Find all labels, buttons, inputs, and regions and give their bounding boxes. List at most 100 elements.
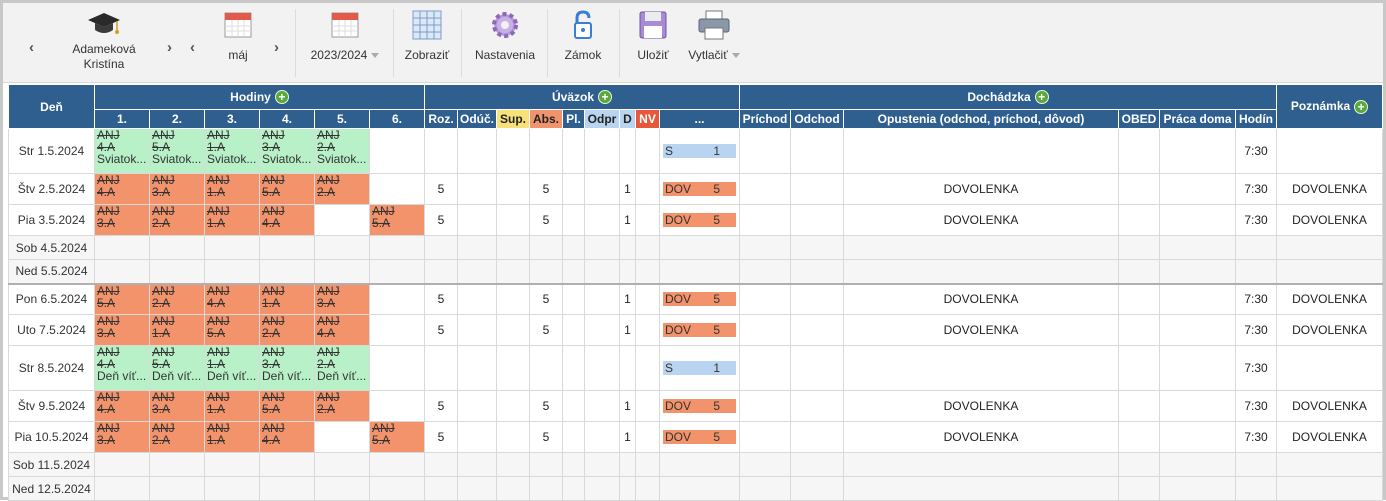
sup-cell[interactable] (496, 282, 530, 315)
pl-cell[interactable] (562, 345, 585, 391)
lesson-cell[interactable]: ANJ 4.A (94, 390, 150, 422)
d-cell[interactable]: 1 (619, 421, 636, 453)
lesson-cell[interactable] (369, 282, 425, 315)
abs-cell[interactable] (529, 128, 563, 174)
lesson-cell[interactable]: ANJ 4.A (94, 173, 150, 205)
opustenia-cell[interactable]: DOVOLENKA (843, 390, 1119, 422)
absence-type-cell[interactable]: DOV 5 (659, 173, 740, 205)
odchod-cell[interactable] (790, 204, 844, 236)
praca-doma-cell[interactable] (1159, 452, 1236, 477)
zobrazit-button[interactable]: Zobraziť (399, 9, 455, 63)
lesson-cell[interactable]: ANJ 1.A (259, 282, 315, 315)
lesson-cell[interactable] (149, 452, 205, 477)
poznamka-cell[interactable] (1276, 345, 1383, 391)
poznamka-cell[interactable] (1276, 235, 1383, 260)
prev-month-arrow[interactable]: ‹ (190, 39, 195, 56)
odchod-cell[interactable] (790, 259, 844, 284)
odpr-cell[interactable] (584, 452, 620, 477)
odchod-cell[interactable] (790, 345, 844, 391)
add-hodiny-icon[interactable]: + (274, 90, 289, 105)
hodin-cell[interactable]: 7:30 (1235, 282, 1277, 315)
hodin-cell[interactable] (1235, 452, 1277, 477)
d-cell[interactable]: 1 (619, 204, 636, 236)
lesson-cell[interactable] (314, 421, 370, 453)
obed-cell[interactable] (1118, 345, 1160, 391)
opustenia-cell[interactable] (843, 345, 1119, 391)
praca-doma-cell[interactable] (1159, 345, 1236, 391)
prichod-cell[interactable] (739, 128, 791, 174)
lesson-cell[interactable]: ANJ 1.A (204, 390, 260, 422)
lesson-cell[interactable]: ANJ 2.A (314, 390, 370, 422)
obed-cell[interactable] (1118, 128, 1160, 174)
obed-cell[interactable] (1118, 204, 1160, 236)
pl-cell[interactable] (562, 452, 585, 477)
hodin-cell[interactable] (1235, 235, 1277, 260)
nv-cell[interactable] (635, 314, 660, 346)
add-dochadzka-icon[interactable]: + (1034, 90, 1049, 105)
lesson-cell[interactable] (369, 128, 425, 174)
d-cell[interactable]: 1 (619, 314, 636, 346)
lesson-cell[interactable]: ANJ 2.A (259, 314, 315, 346)
oduc-cell[interactable] (457, 390, 497, 422)
hodin-cell[interactable]: 7:30 (1235, 390, 1277, 422)
absence-type-cell[interactable]: DOV 5 (659, 421, 740, 453)
roz-cell[interactable]: 5 (424, 421, 458, 453)
absence-type-cell[interactable] (659, 259, 740, 284)
d-cell[interactable] (619, 345, 636, 391)
lesson-cell[interactable]: ANJ 1.A (149, 314, 205, 346)
d-cell[interactable]: 1 (619, 390, 636, 422)
absence-type-cell[interactable]: DOV 5 (659, 314, 740, 346)
odchod-cell[interactable] (790, 476, 844, 501)
obed-cell[interactable] (1118, 282, 1160, 315)
roz-cell[interactable] (424, 259, 458, 284)
oduc-cell[interactable] (457, 173, 497, 205)
lesson-cell[interactable] (369, 235, 425, 260)
lesson-cell[interactable] (369, 390, 425, 422)
lesson-cell[interactable]: ANJ 5.A Sviatok... (149, 128, 205, 174)
nv-cell[interactable] (635, 421, 660, 453)
lesson-cell[interactable]: ANJ 3.A Sviatok... (259, 128, 315, 174)
lesson-cell[interactable] (94, 259, 150, 284)
lesson-cell[interactable] (259, 235, 315, 260)
absence-type-cell[interactable] (659, 235, 740, 260)
praca-doma-cell[interactable] (1159, 421, 1236, 453)
praca-doma-cell[interactable] (1159, 476, 1236, 501)
oduc-cell[interactable] (457, 259, 497, 284)
roz-cell[interactable]: 5 (424, 390, 458, 422)
lesson-cell[interactable]: ANJ 2.A (149, 421, 205, 453)
absence-type-cell[interactable] (659, 476, 740, 501)
poznamka-cell[interactable] (1276, 476, 1383, 501)
lesson-cell[interactable]: ANJ 5.A Deň víť... (149, 345, 205, 391)
year-selector[interactable]: 2023/2024 (305, 9, 385, 63)
abs-cell[interactable]: 5 (529, 282, 563, 315)
prichod-cell[interactable] (739, 390, 791, 422)
odchod-cell[interactable] (790, 421, 844, 453)
prichod-cell[interactable] (739, 476, 791, 501)
pl-cell[interactable] (562, 128, 585, 174)
d-cell[interactable] (619, 128, 636, 174)
lesson-cell[interactable] (204, 235, 260, 260)
lesson-cell[interactable]: ANJ 3.A (314, 282, 370, 315)
praca-doma-cell[interactable] (1159, 390, 1236, 422)
hodin-cell[interactable]: 7:30 (1235, 128, 1277, 174)
next-person-arrow[interactable]: › (167, 39, 172, 56)
pl-cell[interactable] (562, 235, 585, 260)
lesson-cell[interactable] (204, 259, 260, 284)
odchod-cell[interactable] (790, 452, 844, 477)
lesson-cell[interactable] (369, 476, 425, 501)
lesson-cell[interactable] (314, 235, 370, 260)
sup-cell[interactable] (496, 128, 530, 174)
odpr-cell[interactable] (584, 235, 620, 260)
oduc-cell[interactable] (457, 282, 497, 315)
odpr-cell[interactable] (584, 390, 620, 422)
sup-cell[interactable] (496, 259, 530, 284)
oduc-cell[interactable] (457, 204, 497, 236)
odpr-cell[interactable] (584, 204, 620, 236)
praca-doma-cell[interactable] (1159, 235, 1236, 260)
nv-cell[interactable] (635, 282, 660, 315)
odchod-cell[interactable] (790, 390, 844, 422)
lesson-cell[interactable] (149, 476, 205, 501)
opustenia-cell[interactable]: DOVOLENKA (843, 282, 1119, 315)
hodin-cell[interactable] (1235, 476, 1277, 501)
poznamka-cell[interactable]: DOVOLENKA (1276, 314, 1383, 346)
